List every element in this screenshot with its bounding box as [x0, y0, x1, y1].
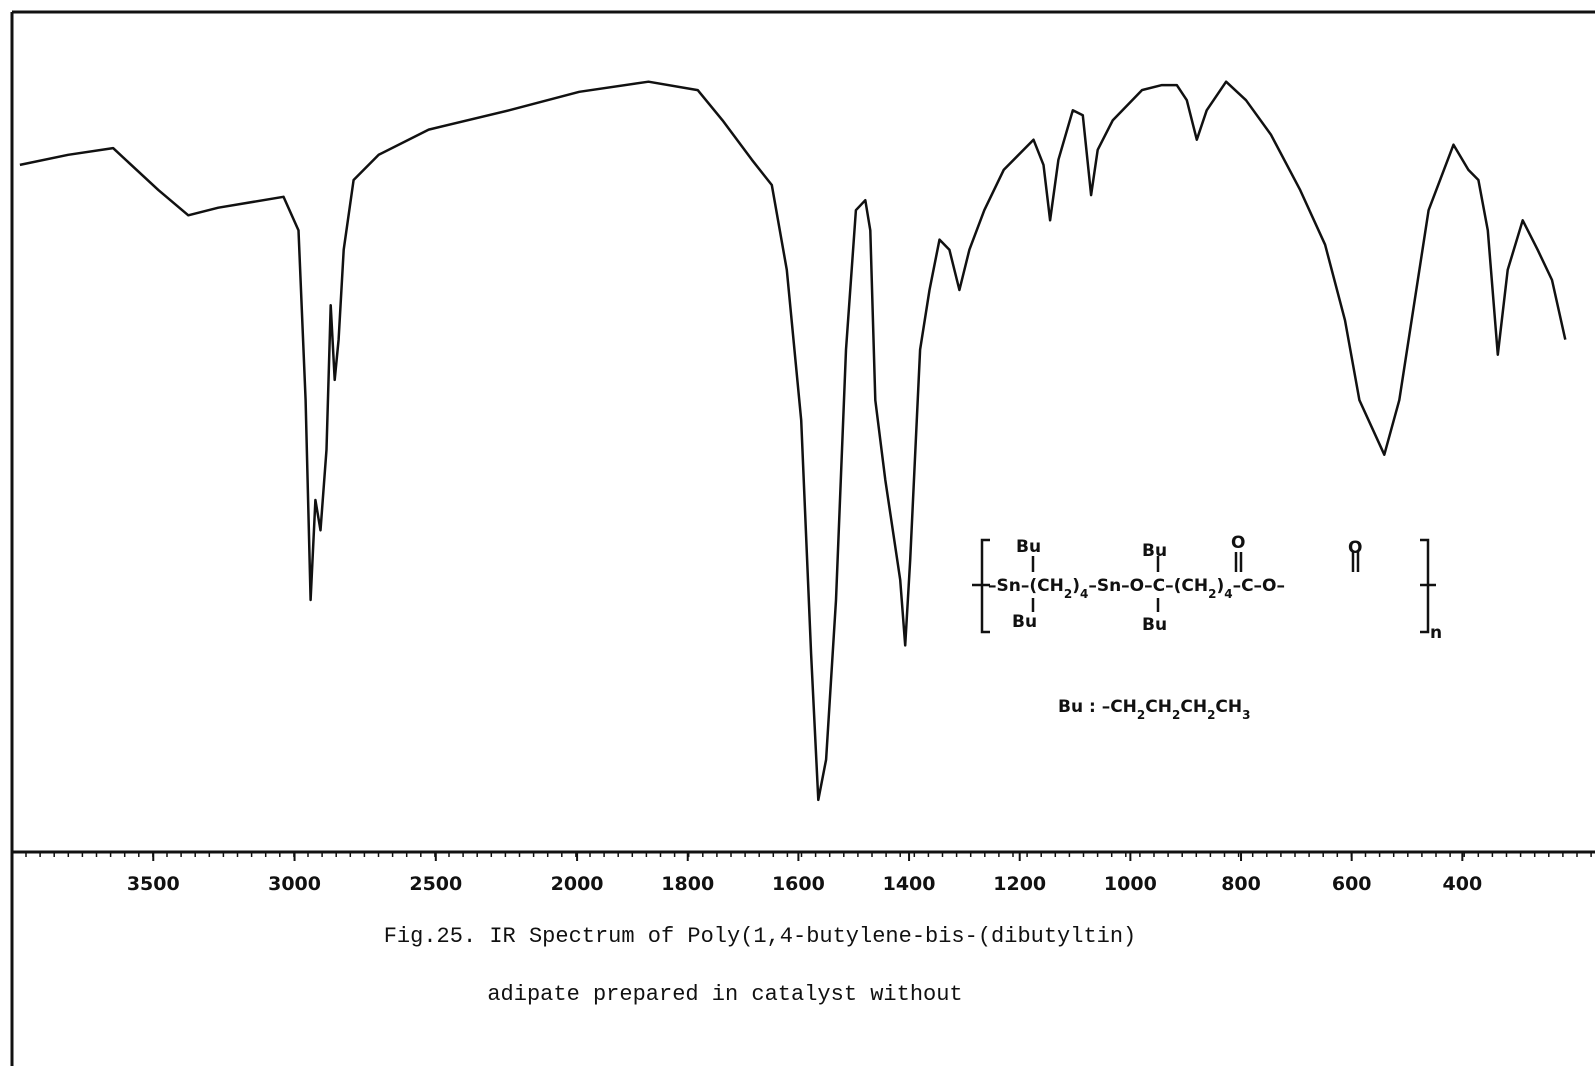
- x-tick-label: 3500: [127, 873, 180, 895]
- formula-text: –Sn–(CH: [988, 576, 1064, 596]
- formula-text: CH: [1215, 697, 1242, 717]
- carbonyl-o: O: [1231, 533, 1245, 553]
- x-tick-label: 1400: [883, 873, 936, 895]
- subscript: 2: [1207, 708, 1215, 722]
- x-tick-label: 2000: [551, 873, 604, 895]
- subscript: 3: [1242, 708, 1250, 722]
- subscript: 4: [1080, 587, 1088, 601]
- x-tick-label: 2500: [409, 873, 462, 895]
- x-tick-label: 3000: [268, 873, 321, 895]
- formula-text: –C–O–: [1233, 576, 1285, 596]
- x-tick-label: 400: [1443, 873, 1483, 895]
- plot: [19, 80, 1567, 802]
- formula-text: CH: [1180, 697, 1207, 717]
- formula-text: Bu : –CH: [1058, 697, 1137, 717]
- x-tick-label: 1200: [993, 873, 1046, 895]
- caption: Fig.25. IR Spectrum of Poly(1,4-butylene…: [384, 924, 1137, 949]
- x-tick-label: 1600: [772, 873, 825, 895]
- formula-text: ): [1072, 576, 1080, 596]
- subscript: 2: [1208, 587, 1216, 601]
- subscript: 4: [1224, 587, 1232, 601]
- subscript: 2: [1172, 708, 1180, 722]
- subscript: 2: [1064, 587, 1072, 601]
- substituent: Bu: [1142, 615, 1167, 635]
- x-ticks: 3500 3000 2500 2000 1800 1600 1400 1200 1000 800 6…: [25, 852, 1592, 895]
- subscript: 2: [1137, 708, 1145, 722]
- substituent: Bu: [1142, 541, 1167, 561]
- formula-text: ): [1216, 576, 1224, 596]
- substituent: Bu: [1012, 612, 1037, 632]
- x-tick-label: 1800: [661, 873, 714, 895]
- repeat-index: n: [1430, 623, 1442, 643]
- substituent: Bu: [1016, 537, 1041, 557]
- x-tick-label: 800: [1221, 873, 1261, 895]
- polymer-chain: –Sn–(CH2)4–Sn–O–C–(CH2)4–C–O–: [988, 576, 1285, 601]
- formula-text: CH: [1145, 697, 1172, 717]
- spectrum-line: [19, 80, 1567, 802]
- x-tick-label: 600: [1332, 873, 1372, 895]
- structure: [972, 538, 1436, 634]
- butyl-definition: Bu : –CH2CH2CH2CH3: [1058, 697, 1251, 722]
- x-tick-label: 1000: [1104, 873, 1157, 895]
- carbonyl-o: O: [1348, 538, 1362, 558]
- caption: adipate prepared in catalyst without: [487, 982, 962, 1007]
- formula-text: –Sn–O–C–(CH: [1088, 576, 1208, 596]
